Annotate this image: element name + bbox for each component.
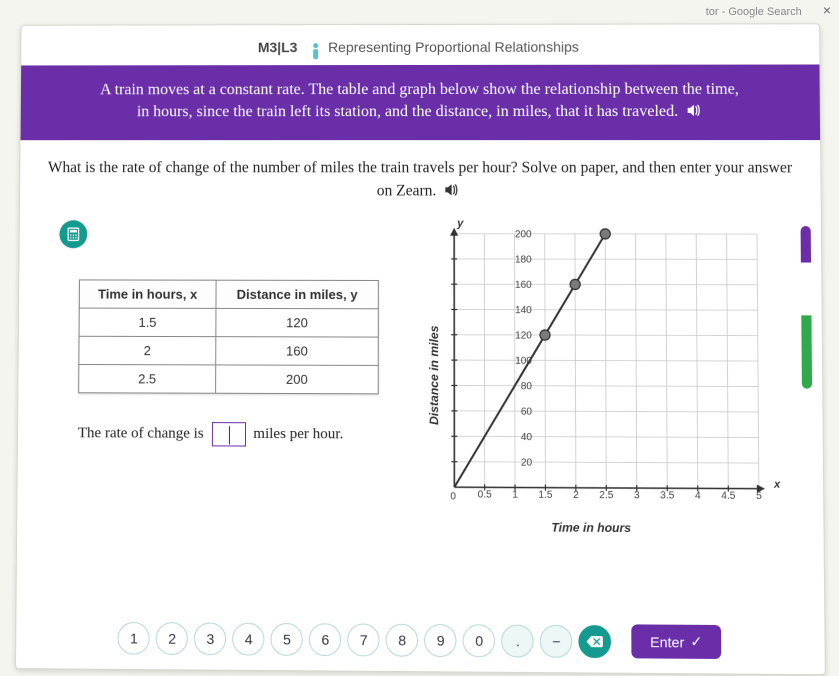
x-axis-symbol: x [774,479,780,491]
x-tick-label: 1.5 [538,490,552,501]
data-table: Time in hours, x Distance in miles, y 1.… [78,280,379,395]
table-row: 2 160 [79,336,378,365]
progress-segment [802,352,812,370]
lesson-card: M3|L3 Representing Proportional Relation… [15,23,826,675]
speaker-icon[interactable] [686,101,701,124]
key-3[interactable]: 3 [194,622,226,655]
browser-search-text: tor - Google Search [706,6,802,18]
x-tick-label: 2 [573,490,579,501]
y-tick-label: 200 [481,229,531,240]
table-row: 1.5 120 [79,308,378,337]
tab-close-x[interactable]: × [823,2,831,18]
answer-sentence: The rate of change is miles per hour. [78,422,379,448]
enter-button[interactable]: Enter✓ [632,624,721,659]
x-tick-label: 3 [634,490,640,501]
browser-tab-remnant: tor - Google Search × [706,2,831,18]
key-backspace[interactable] [579,625,612,658]
x-tick-label: 4.5 [721,491,735,502]
keypad: 1234567890.− Enter✓ [16,620,825,660]
banner-line-2: in hours, since the train left its stati… [137,103,678,120]
answer-input[interactable] [211,422,245,446]
y-tick-label: 160 [481,280,531,291]
progress-rail [801,226,813,389]
key-1[interactable]: 1 [118,621,150,654]
key-6[interactable]: 6 [309,623,341,656]
y-tick-label: 100 [481,356,531,367]
lesson-title: Representing Proportional Relationships [328,39,579,55]
y-axis-label: Distance in miles [427,326,441,425]
speaker-icon[interactable] [444,180,459,203]
progress-segment [801,244,811,262]
y-tick-label: 60 [482,407,533,418]
col-header-y: Distance in miles, y [216,280,378,309]
lesson-code: M3|L3 [258,39,298,55]
progress-segment [801,334,811,352]
x-tick-label: 5 [756,491,762,502]
key-dot[interactable]: . [502,624,535,657]
banner-line-1: A train moves at a constant rate. The ta… [100,81,739,99]
key-4[interactable]: 4 [232,622,264,655]
y-tick-label: 120 [481,331,531,342]
progress-segment [801,263,812,316]
chart: Distance in miles Time in hours y x 00.5… [399,224,785,530]
key-7[interactable]: 7 [348,623,380,656]
context-banner: A train moves at a constant rate. The ta… [21,64,821,140]
key-8[interactable]: 8 [386,623,418,656]
key-0[interactable]: 0 [463,624,496,657]
key-5[interactable]: 5 [271,622,303,655]
key-2[interactable]: 2 [156,622,188,655]
progress-segment [801,226,811,244]
x-tick-label: 3.5 [660,490,674,501]
info-icon[interactable] [313,43,318,48]
y-axis-symbol: y [457,218,463,230]
x-tick-label: 4 [695,491,701,502]
y-tick-label: 80 [482,381,533,392]
progress-segment [802,370,812,388]
x-axis-label: Time in hours [551,521,631,536]
tick-label: 0 [450,491,456,502]
y-tick-label: 180 [481,255,531,266]
progress-segment [801,315,811,333]
table-row: 2.5 200 [79,365,379,394]
x-tick-label: 2.5 [599,490,613,501]
y-tick-label: 140 [481,305,531,316]
question-text: What is the rate of change of the number… [20,140,821,214]
y-tick-label: 40 [482,432,533,443]
key-9[interactable]: 9 [424,623,456,656]
x-tick-label: 0.5 [478,490,492,501]
calculator-icon[interactable] [59,220,87,248]
x-tick-label: 1 [512,490,518,501]
key-minus[interactable]: − [540,624,573,657]
lesson-header: M3|L3 Representing Proportional Relation… [21,24,819,65]
col-header-x: Time in hours, x [79,280,216,308]
y-tick-label: 20 [482,457,533,468]
